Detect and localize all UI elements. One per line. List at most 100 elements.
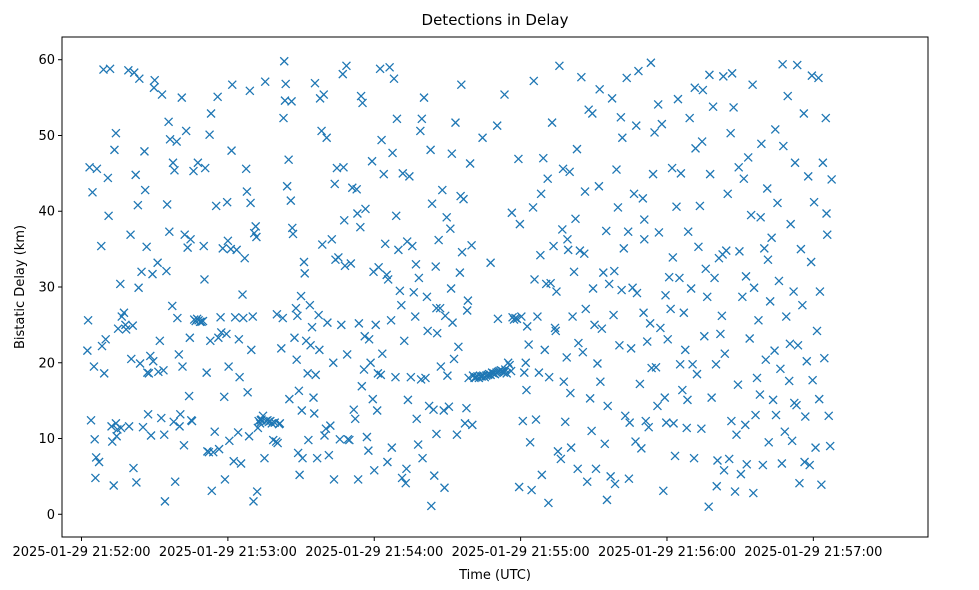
detection-point: [181, 126, 191, 136]
detection-point: [516, 312, 526, 322]
detection-point: [595, 377, 605, 387]
detection-point: [646, 58, 656, 68]
x-tick-label: 2025-01-29 21:55:00: [452, 545, 590, 560]
detection-point: [695, 201, 705, 211]
detection-point: [208, 447, 218, 457]
detection-point: [734, 162, 744, 172]
detection-point: [606, 471, 616, 481]
detection-point: [639, 215, 649, 225]
detection-point: [105, 64, 115, 74]
detection-point: [648, 169, 658, 179]
detection-point: [101, 334, 111, 344]
detection-point: [113, 324, 123, 334]
detection-point: [563, 245, 573, 255]
detection-point: [432, 328, 442, 338]
detection-point: [325, 421, 335, 431]
detection-point: [389, 74, 399, 84]
detection-point: [740, 420, 750, 430]
detection-point: [291, 303, 301, 313]
detection-point: [797, 300, 807, 310]
detection-point: [83, 315, 93, 325]
y-tick-label: 10: [38, 432, 55, 447]
detection-point: [134, 283, 144, 293]
detection-point: [234, 334, 244, 344]
detection-point: [822, 209, 831, 218]
detection-point: [211, 201, 221, 211]
detection-point: [645, 318, 655, 328]
detection-point: [811, 443, 821, 453]
detection-point: [768, 395, 778, 405]
detection-point: [232, 245, 242, 255]
detection-point: [514, 482, 524, 492]
detection-point: [423, 326, 433, 336]
detection-point: [360, 331, 370, 341]
detection-point: [140, 185, 150, 195]
x-tick-label: 2025-01-29 21:54:00: [305, 545, 443, 560]
detection-point: [371, 320, 381, 330]
detection-point: [580, 187, 590, 197]
detection-point: [252, 487, 262, 497]
detection-point: [518, 416, 528, 426]
chart-title: Detections in Delay: [422, 11, 569, 29]
detection-point: [654, 227, 664, 237]
detection-point: [626, 343, 636, 353]
detection-point: [205, 130, 215, 140]
detection-point: [575, 246, 585, 256]
detection-point: [179, 440, 189, 450]
detection-point: [240, 253, 250, 263]
detection-point: [707, 393, 717, 403]
detection-point: [683, 395, 692, 405]
detection-point: [711, 359, 721, 369]
detection-point: [111, 128, 121, 138]
detection-point: [774, 276, 784, 286]
y-tick-label: 20: [38, 356, 55, 371]
detection-point: [303, 435, 313, 445]
detection-point: [786, 219, 796, 229]
detection-point: [668, 252, 678, 262]
detection-point: [467, 420, 477, 430]
detection-point: [522, 321, 532, 331]
detection-point: [622, 73, 632, 83]
detection-point: [449, 354, 459, 364]
detection-point: [436, 362, 446, 372]
detection-point: [537, 470, 547, 480]
detection-point: [249, 496, 258, 506]
detection-point: [165, 134, 175, 144]
detection-point: [139, 146, 149, 156]
x-tick-label: 2025-01-29 21:52:00: [12, 545, 150, 560]
detection-point: [591, 464, 601, 474]
detection-point: [210, 427, 220, 437]
detection-point: [686, 284, 696, 293]
detection-point: [156, 413, 166, 423]
detection-point: [279, 113, 288, 123]
detection-point: [238, 313, 248, 323]
detection-point: [604, 279, 614, 289]
detection-point: [535, 250, 545, 260]
detection-point: [562, 352, 572, 362]
detection-point: [229, 456, 239, 466]
detection-point: [362, 432, 372, 442]
detection-point: [422, 292, 432, 302]
detection-point: [551, 326, 561, 336]
detection-point: [379, 169, 389, 179]
detection-point: [777, 459, 787, 468]
detection-point: [319, 90, 329, 100]
detection-point: [246, 345, 256, 355]
detection-point: [367, 156, 377, 166]
detection-point: [704, 70, 714, 80]
detection-point: [502, 368, 512, 378]
detection-point: [415, 126, 425, 136]
detection-point: [167, 301, 177, 311]
detection-point: [180, 230, 190, 240]
detection-point: [88, 187, 97, 197]
detection-point: [213, 333, 223, 343]
detection-point: [732, 430, 741, 440]
detection-point: [115, 279, 125, 289]
detection-point: [104, 211, 114, 221]
detection-point: [320, 431, 329, 440]
detection-point: [358, 98, 367, 108]
detection-point: [784, 376, 794, 386]
detection-point: [547, 118, 557, 128]
detection-point: [251, 232, 261, 242]
detection-point: [314, 345, 324, 355]
